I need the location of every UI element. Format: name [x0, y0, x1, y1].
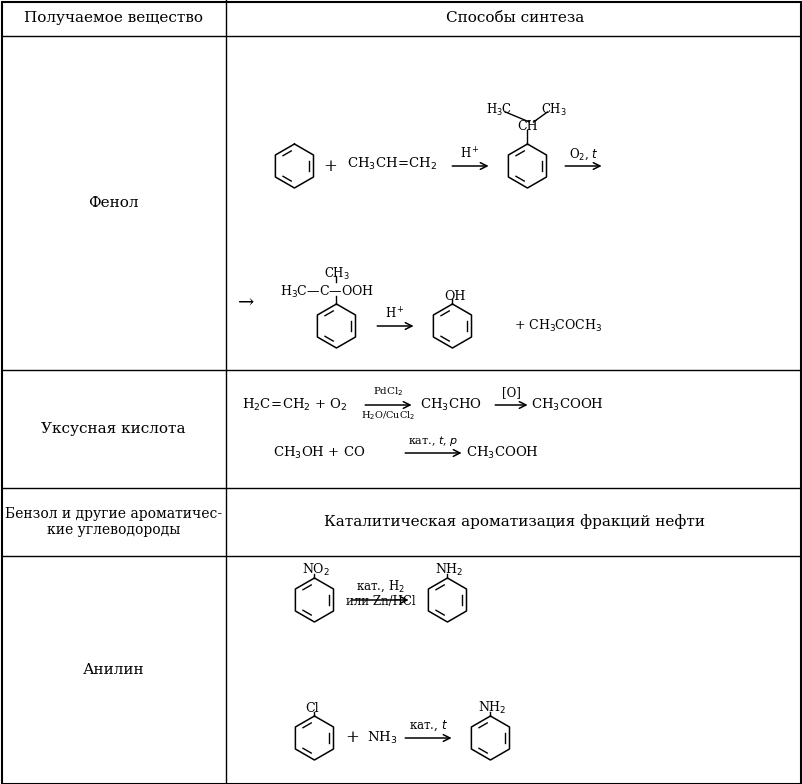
Text: +: + [345, 729, 359, 746]
Text: Фенол: Фенол [88, 196, 138, 210]
Text: OH: OH [444, 289, 464, 303]
Text: CH$_3$COOH: CH$_3$COOH [465, 445, 538, 461]
Text: CH$_3$: CH$_3$ [540, 102, 565, 118]
Text: Анилин: Анилин [83, 663, 144, 677]
Text: + CH$_3$COCH$_3$: + CH$_3$COCH$_3$ [514, 318, 602, 334]
Text: H$^+$: H$^+$ [385, 307, 405, 321]
Text: CH$_3$CHO: CH$_3$CHO [419, 397, 480, 413]
Text: H$_2$C$\!=\!$CH$_2$ + O$_2$: H$_2$C$\!=\!$CH$_2$ + O$_2$ [241, 397, 346, 413]
Text: H$_3$C—C—OOH: H$_3$C—C—OOH [279, 284, 373, 300]
Text: Уксусная кислота: Уксусная кислота [41, 422, 185, 436]
Text: Каталитическая ароматизация фракций нефти: Каталитическая ароматизация фракций нефт… [324, 514, 704, 529]
Text: NO$_2$: NO$_2$ [302, 562, 330, 578]
Text: или Zn/HCl: или Zn/HCl [345, 596, 415, 608]
Text: Бензол и другие ароматичес-
кие углеводороды: Бензол и другие ароматичес- кие углеводо… [5, 507, 221, 537]
Text: +: + [323, 158, 337, 175]
Text: CH$_3$: CH$_3$ [323, 266, 349, 282]
Text: [O]: [O] [501, 387, 520, 400]
Text: H$_2$O/CuCl$_2$: H$_2$O/CuCl$_2$ [361, 409, 415, 423]
Text: Получаемое вещество: Получаемое вещество [24, 11, 202, 25]
Text: →: → [238, 293, 254, 311]
Text: кат., $t$, $p$: кат., $t$, $p$ [407, 434, 458, 448]
Text: H$_3$C: H$_3$C [486, 102, 512, 118]
Text: CH: CH [516, 119, 537, 132]
Text: H$^+$: H$^+$ [460, 147, 480, 162]
Text: кат., H$_2$: кат., H$_2$ [355, 579, 404, 593]
Text: Cl: Cl [306, 702, 319, 714]
Text: CH$_3$COOH: CH$_3$COOH [530, 397, 603, 413]
Text: NH$_3$: NH$_3$ [367, 730, 397, 746]
Text: Способы синтеза: Способы синтеза [445, 11, 583, 25]
Text: PdCl$_2$: PdCl$_2$ [373, 386, 403, 398]
Text: NH$_2$: NH$_2$ [477, 700, 506, 716]
Text: кат., $t$: кат., $t$ [408, 719, 448, 733]
Text: O$_2$, $t$: O$_2$, $t$ [568, 147, 597, 162]
Text: NH$_2$: NH$_2$ [435, 562, 463, 578]
Text: CH$_3$OH + CO: CH$_3$OH + CO [273, 445, 365, 461]
Text: CH$_3$CH$\!=\!$CH$_2$: CH$_3$CH$\!=\!$CH$_2$ [346, 156, 437, 172]
